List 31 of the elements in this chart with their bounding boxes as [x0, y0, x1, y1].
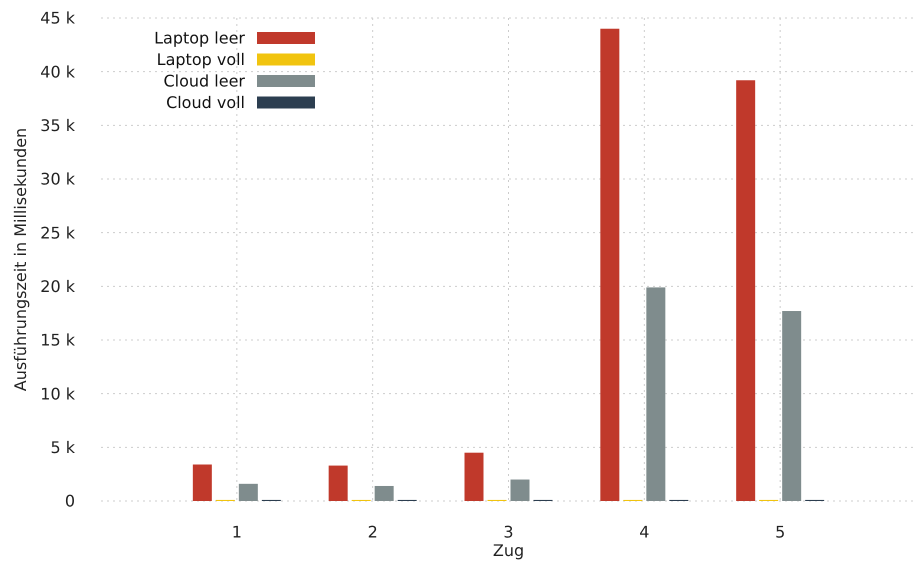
x-tick-label: 2: [368, 522, 378, 542]
legend-label: Cloud leer: [164, 72, 246, 91]
x-tick-label: 5: [775, 522, 786, 542]
legend-label: Laptop leer: [154, 28, 246, 48]
bar: [510, 480, 530, 501]
legend-label: Laptop voll: [156, 50, 245, 70]
bar: [782, 311, 802, 501]
x-tick-label: 3: [503, 522, 514, 542]
bar: [646, 287, 666, 501]
bar: [374, 486, 394, 501]
y-tick-label: 40 k: [40, 62, 76, 82]
y-tick-label: 25 k: [40, 223, 76, 242]
legend-label: Cloud voll: [166, 93, 245, 112]
y-tick-label: 10 k: [40, 384, 76, 404]
bar: [736, 80, 756, 501]
x-tick-label: 4: [639, 522, 650, 542]
y-tick-label: 45 k: [40, 8, 76, 28]
bar: [192, 464, 212, 501]
bar: [238, 484, 258, 501]
y-tick-label: 0: [64, 492, 75, 511]
y-tick-label: 30 k: [40, 170, 76, 189]
y-tick-label: 15 k: [40, 330, 76, 350]
y-tick-label: 5 k: [50, 438, 76, 457]
y-axis-title: Ausführungszeit in Millisekunden: [11, 128, 30, 392]
bar: [464, 452, 484, 501]
y-tick-label: 35 k: [40, 116, 76, 135]
x-axis-title: Zug: [492, 541, 524, 560]
bar: [328, 466, 348, 501]
y-tick-label: 20 k: [40, 276, 76, 296]
bar: [600, 28, 620, 501]
x-tick-label: 1: [232, 522, 242, 542]
